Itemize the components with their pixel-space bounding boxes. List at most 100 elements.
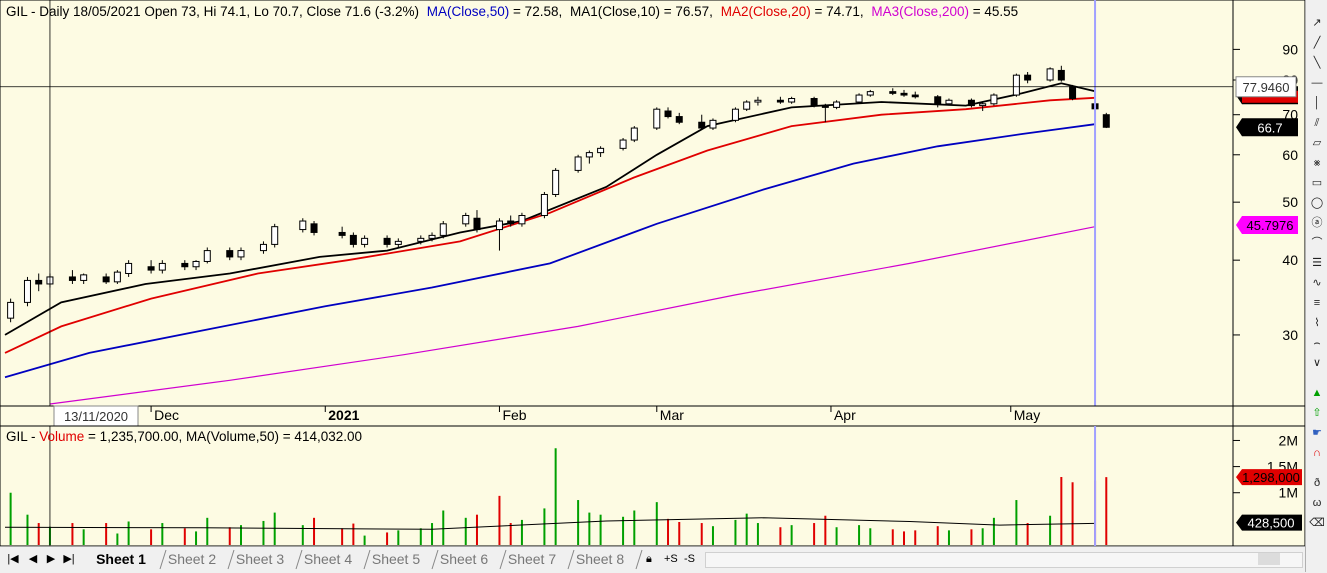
tab-separators bbox=[159, 549, 643, 570]
hand-tool-icon[interactable]: ☛ bbox=[1312, 427, 1322, 439]
price-badge-label: 66.7 bbox=[1257, 120, 1282, 135]
line-tool-icon[interactable]: ╱ bbox=[1313, 37, 1321, 49]
tab-sheet-1[interactable]: Sheet 1 bbox=[96, 551, 146, 567]
tab-sheet-3[interactable]: Sheet 3 bbox=[235, 551, 285, 567]
candle-body bbox=[113, 271, 121, 283]
candle-body bbox=[102, 276, 110, 283]
ma50-legend-value: = 72.58, bbox=[509, 4, 562, 19]
up-arrow-icon[interactable]: ⇧ bbox=[1312, 407, 1322, 419]
tab-sheet-4[interactable]: Sheet 4 bbox=[303, 551, 353, 567]
tab-sheet-8[interactable]: Sheet 8 bbox=[575, 551, 625, 567]
candle-body bbox=[338, 231, 346, 236]
scrollbar-thumb[interactable] bbox=[1258, 553, 1280, 565]
prev-sheet-button[interactable]: ◀ bbox=[28, 553, 38, 565]
wave-tool-icon[interactable]: ω bbox=[1312, 497, 1322, 509]
last-sheet-button[interactable]: ▶| bbox=[63, 553, 75, 565]
tab-sheet-6[interactable]: Sheet 6 bbox=[439, 551, 489, 567]
draw-mode-icon[interactable]: ð bbox=[1313, 477, 1321, 489]
tab-separator-line bbox=[635, 549, 643, 570]
price-title: GIL - Daily 18/05/2021 Open 73, Hi 74.1,… bbox=[6, 4, 1018, 19]
arc-tool-icon[interactable]: ⌒ bbox=[1311, 237, 1323, 249]
add-sheet-button[interactable]: +S bbox=[664, 553, 678, 565]
pointer-tool-icon[interactable]: ↗ bbox=[1312, 17, 1322, 29]
date-tick-label: May bbox=[1014, 407, 1040, 423]
candle-body bbox=[349, 234, 357, 245]
candle-body bbox=[310, 223, 318, 233]
candle-body bbox=[23, 279, 31, 303]
tab-sheet-2[interactable]: Sheet 2 bbox=[167, 551, 217, 567]
candle-body bbox=[518, 214, 526, 225]
candle-body bbox=[900, 92, 908, 96]
channel-tool-icon[interactable]: ▱ bbox=[1312, 137, 1322, 149]
next-sheet-button[interactable]: ▶ bbox=[46, 553, 56, 565]
candle-body bbox=[967, 99, 975, 107]
candle-body bbox=[698, 121, 706, 129]
gann-tool-icon[interactable]: ☰ bbox=[1312, 257, 1322, 269]
crosshair-date-box: 13/11/2020 bbox=[53, 405, 139, 427]
text-tool-icon[interactable]: ⓐ bbox=[1311, 217, 1323, 229]
tab-separator-line bbox=[295, 549, 303, 570]
candle-body bbox=[203, 250, 211, 262]
candle-body bbox=[934, 96, 942, 105]
candle-body bbox=[80, 274, 88, 281]
candle-body bbox=[1012, 74, 1020, 96]
candle-body bbox=[574, 156, 582, 171]
candle-body bbox=[866, 91, 874, 96]
chart-area[interactable]: 30405060708090 75.4466.745.7976 77.9460 … bbox=[0, 0, 1305, 546]
curve-tool-icon[interactable]: ⌢ bbox=[1313, 337, 1321, 349]
candle-body bbox=[911, 94, 919, 98]
candle-body bbox=[810, 98, 818, 107]
candle-body bbox=[1102, 114, 1110, 128]
price-panel[interactable] bbox=[0, 0, 1234, 407]
fibonacci-tool-icon[interactable]: ≡ bbox=[1313, 297, 1321, 309]
date-tick-label: Mar bbox=[660, 407, 684, 423]
horizontal-line-icon[interactable]: — bbox=[1311, 77, 1323, 89]
eraser-tool-icon[interactable]: ⌫ bbox=[1309, 517, 1325, 529]
tab-sheet-7[interactable]: Sheet 7 bbox=[507, 551, 557, 567]
candle-body bbox=[709, 119, 717, 129]
fan-tool-icon[interactable]: ⨳ bbox=[1313, 157, 1321, 169]
ma3-line-layer bbox=[49, 226, 1096, 405]
tab-sheet-5[interactable]: Sheet 5 bbox=[371, 551, 421, 567]
cycle-tool-icon[interactable]: ∿ bbox=[1312, 277, 1322, 289]
ma-lines-layer bbox=[4, 82, 1096, 379]
lock-icon[interactable]: 🔒︎ bbox=[646, 553, 652, 565]
candle-body bbox=[945, 99, 953, 105]
tab-separator-line bbox=[227, 549, 235, 570]
horizontal-scrollbar[interactable] bbox=[705, 552, 1303, 568]
candle-body bbox=[1057, 69, 1065, 81]
candles-layer bbox=[7, 65, 1110, 323]
candle-body bbox=[619, 139, 627, 149]
rectangle-tool-icon[interactable]: ▭ bbox=[1311, 177, 1323, 189]
remove-sheet-button[interactable]: -S bbox=[684, 553, 695, 565]
candle-body bbox=[743, 101, 751, 110]
buy-arrow-icon[interactable]: ▲ bbox=[1311, 387, 1323, 399]
ray-tool-icon[interactable]: ╲ bbox=[1313, 57, 1321, 69]
candle-body bbox=[68, 276, 76, 281]
candle-body bbox=[1069, 86, 1077, 100]
crosshair-price-label: 77.9460 bbox=[1243, 80, 1290, 95]
volume-badge-label: 1,298,000 bbox=[1242, 470, 1300, 485]
candle-body bbox=[495, 220, 503, 231]
candle-body bbox=[158, 262, 166, 271]
parallel-lines-icon[interactable]: ⫽ bbox=[1314, 117, 1320, 129]
candle-body bbox=[1024, 74, 1032, 81]
candle-body bbox=[653, 108, 661, 129]
ma200-legend-label: MA3(Close,200) bbox=[871, 4, 969, 19]
candle-body bbox=[428, 234, 436, 239]
candle-body bbox=[35, 279, 43, 285]
volume-panel[interactable] bbox=[0, 425, 1234, 546]
tab-separator-line bbox=[159, 549, 167, 570]
candle-body bbox=[439, 223, 447, 236]
first-sheet-button[interactable]: |◀ bbox=[7, 553, 19, 565]
volume-badge-label: 428,500 bbox=[1248, 516, 1295, 531]
zigzag-tool-icon[interactable]: ⌇ bbox=[1314, 317, 1320, 329]
polyline-tool-icon[interactable]: ∨ bbox=[1312, 357, 1322, 369]
candle-body bbox=[394, 240, 402, 245]
vertical-line-icon[interactable]: │ bbox=[1313, 97, 1321, 109]
candle-body bbox=[776, 99, 784, 103]
magnet-tool-icon[interactable]: ∩ bbox=[1313, 447, 1321, 459]
ellipse-tool-icon[interactable]: ◯ bbox=[1310, 197, 1324, 209]
candle-body bbox=[630, 127, 638, 141]
candle-body bbox=[664, 110, 672, 118]
